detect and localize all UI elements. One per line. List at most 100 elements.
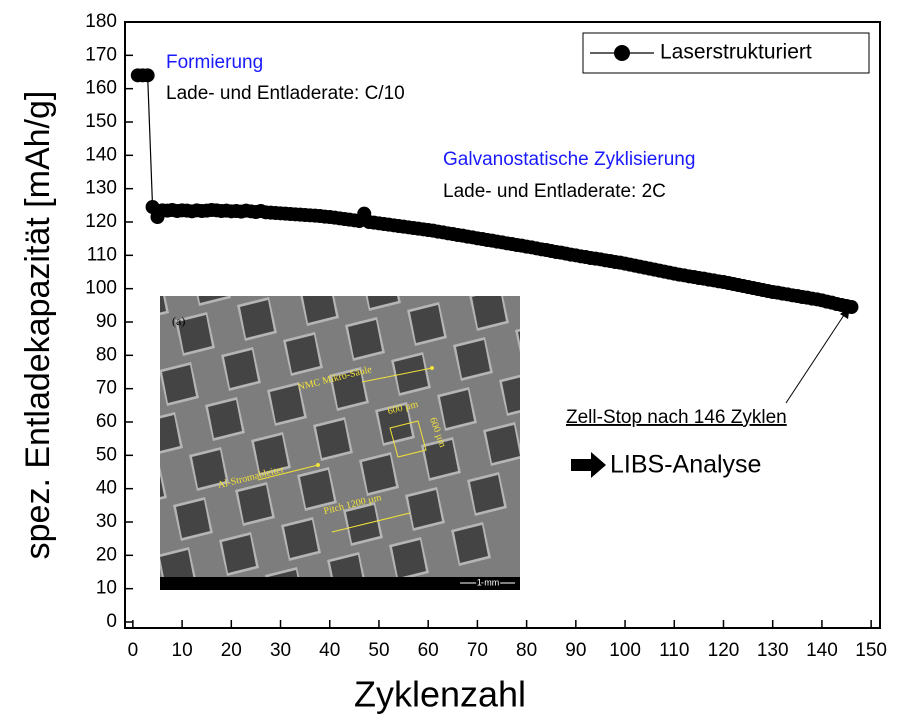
pillar	[192, 450, 226, 488]
pillar	[502, 377, 520, 413]
inset-panel-label: (a)	[172, 314, 185, 328]
inset-image: (a) NMC Mikro-Säule 600 µm 600 µm Al-Str…	[17, 232, 568, 671]
x-tick-label: 10	[172, 640, 193, 661]
pillar	[424, 440, 458, 478]
inset-pointer	[361, 367, 433, 383]
annotation-arrow	[571, 452, 606, 478]
y-tick-label: 90	[96, 311, 117, 332]
pillar	[214, 585, 235, 590]
x-tick-label: 30	[270, 640, 291, 661]
inset-pointer	[257, 464, 319, 481]
pillar	[208, 400, 242, 438]
y-tick-label: 170	[85, 44, 117, 65]
pillar-shadow	[315, 232, 355, 276]
pillar-shadow	[113, 327, 153, 371]
pillar-shadow	[111, 512, 151, 556]
x-tick-label: 130	[757, 640, 789, 661]
y-tick-label: 100	[85, 278, 117, 299]
y-tick-label: 80	[96, 344, 117, 365]
pillar	[224, 350, 258, 388]
x-tick-label: 140	[806, 640, 838, 661]
pillar	[470, 475, 504, 513]
y-tick-label: 60	[96, 411, 117, 432]
pillar	[408, 490, 442, 528]
pillar	[318, 235, 352, 273]
annotation: Zell-Stop nach 146 Zyklen	[566, 407, 787, 428]
x-tick-label: 50	[368, 640, 389, 661]
pillar	[116, 330, 150, 368]
y-tick-label: 140	[85, 144, 117, 165]
y-tick-label: 20	[96, 544, 117, 565]
y-tick-label: 130	[85, 178, 117, 199]
inset-pillars	[17, 232, 568, 671]
plot-frame	[124, 21, 881, 629]
pillar	[316, 420, 350, 458]
y-axis-label: spez. Entladekapazität [mAh/g]	[19, 91, 57, 560]
pillar	[36, 580, 70, 618]
pillar	[256, 250, 290, 288]
pillar	[348, 320, 382, 358]
inset-scale-label: 1 mm	[477, 577, 500, 587]
pillar	[176, 500, 210, 538]
x-tick-label: 60	[418, 640, 439, 661]
pillar	[378, 405, 412, 443]
legend: Laserstrukturiert	[582, 32, 870, 74]
pillar	[426, 255, 460, 293]
pillar	[160, 415, 180, 451]
pillar	[332, 370, 366, 408]
pillar	[286, 335, 320, 373]
y-tick-label: 50	[96, 444, 117, 465]
pillar-shadow	[17, 627, 57, 671]
inset-pointer-dot	[430, 366, 434, 370]
y-tick-label: 150	[85, 111, 117, 132]
pillar	[486, 425, 520, 463]
pillar	[456, 340, 490, 378]
y-tick-label: 120	[85, 211, 117, 232]
data-point	[140, 68, 155, 83]
annotation: LIBS-Analyse	[610, 451, 761, 479]
pillar	[367, 296, 398, 308]
pillar	[454, 525, 488, 563]
annotation-arrow	[785, 311, 847, 404]
pillar-shadow	[423, 252, 463, 296]
inset-pitch-line	[331, 512, 411, 533]
pillar-shadow	[33, 577, 73, 621]
x-tick-label: 20	[221, 640, 242, 661]
pillar	[254, 435, 288, 473]
x-tick-label: 0	[128, 640, 139, 661]
pillar	[238, 485, 272, 523]
pillar	[178, 315, 212, 353]
pillar	[114, 515, 148, 553]
pillar	[52, 530, 86, 568]
pillar	[240, 300, 274, 338]
legend-marker	[614, 45, 630, 61]
annotation: Galvanostatische Zyklisierung	[443, 149, 695, 170]
pillar	[162, 365, 196, 403]
x-tick-label: 80	[516, 640, 537, 661]
pillar-shadow	[515, 328, 520, 353]
pillar-shadow	[253, 247, 293, 291]
pillar	[534, 275, 568, 313]
pillar	[302, 296, 336, 323]
pillar	[160, 296, 166, 313]
pillar	[270, 385, 304, 423]
pillar	[284, 520, 318, 558]
annotation: Lade- und Entladerate: C/10	[166, 83, 405, 104]
x-tick-label: 70	[467, 640, 488, 661]
pillar	[20, 630, 54, 668]
y-tick-label: 180	[85, 11, 117, 32]
pillar	[144, 600, 178, 638]
x-tick-label: 120	[708, 640, 740, 661]
pillar	[300, 470, 334, 508]
pillar	[160, 475, 164, 497]
pillar-shadow	[141, 597, 181, 641]
y-tick-label: 110	[87, 244, 117, 265]
annotation: Formierung	[166, 52, 263, 73]
y-tick-label: 0	[106, 611, 117, 632]
y-tick-label: 160	[85, 78, 117, 99]
inset-pointer-dot	[316, 463, 320, 467]
pillar	[392, 540, 426, 578]
pillar	[198, 296, 228, 303]
